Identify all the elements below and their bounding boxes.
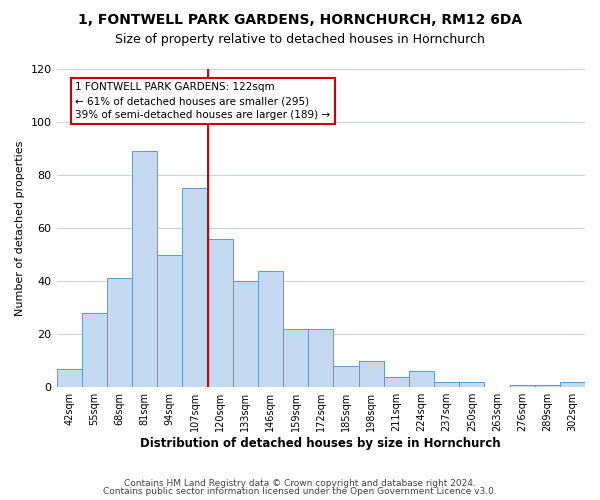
Bar <box>258 270 283 387</box>
X-axis label: Distribution of detached houses by size in Hornchurch: Distribution of detached houses by size … <box>140 437 501 450</box>
Bar <box>107 278 132 387</box>
Text: Contains HM Land Registry data © Crown copyright and database right 2024.: Contains HM Land Registry data © Crown c… <box>124 478 476 488</box>
Text: Contains public sector information licensed under the Open Government Licence v3: Contains public sector information licen… <box>103 487 497 496</box>
Bar <box>535 384 560 387</box>
Bar <box>308 329 334 387</box>
Bar <box>283 329 308 387</box>
Bar <box>334 366 359 387</box>
Bar <box>82 313 107 387</box>
Bar <box>560 382 585 387</box>
Text: 1, FONTWELL PARK GARDENS, HORNCHURCH, RM12 6DA: 1, FONTWELL PARK GARDENS, HORNCHURCH, RM… <box>78 12 522 26</box>
Bar <box>359 360 383 387</box>
Bar <box>157 254 182 387</box>
Text: Size of property relative to detached houses in Hornchurch: Size of property relative to detached ho… <box>115 32 485 46</box>
Text: 1 FONTWELL PARK GARDENS: 122sqm
← 61% of detached houses are smaller (295)
39% o: 1 FONTWELL PARK GARDENS: 122sqm ← 61% of… <box>76 82 331 120</box>
Bar <box>132 151 157 387</box>
Bar <box>434 382 459 387</box>
Bar <box>509 384 535 387</box>
Bar <box>233 281 258 387</box>
Bar <box>459 382 484 387</box>
Bar <box>208 238 233 387</box>
Bar <box>182 188 208 387</box>
Bar <box>383 376 409 387</box>
Bar <box>56 368 82 387</box>
Bar <box>409 372 434 387</box>
Y-axis label: Number of detached properties: Number of detached properties <box>15 140 25 316</box>
